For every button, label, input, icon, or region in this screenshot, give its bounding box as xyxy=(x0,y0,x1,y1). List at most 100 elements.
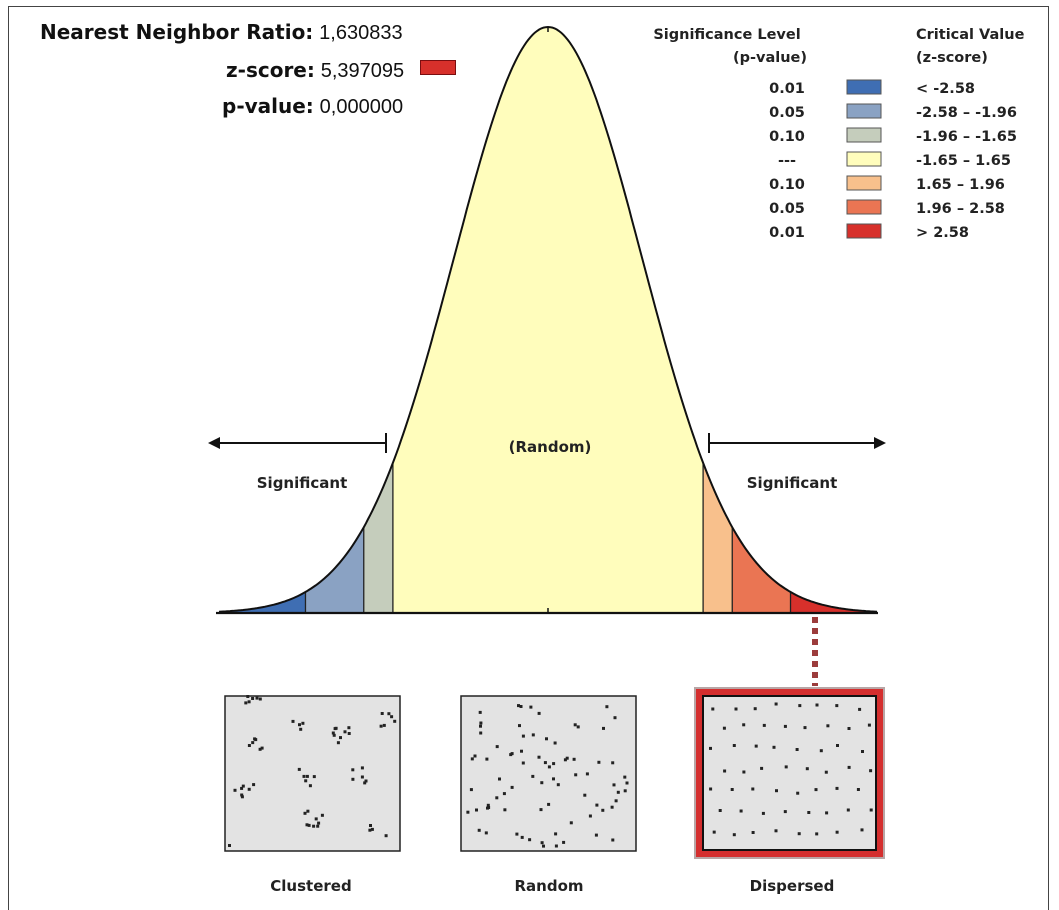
dispersed-point xyxy=(815,832,819,836)
clustered-point xyxy=(251,741,255,745)
curve-region-2 xyxy=(363,462,393,613)
random-point xyxy=(510,785,514,789)
dispersed-point xyxy=(826,724,830,728)
clustered-point xyxy=(332,733,336,737)
legend-z-range-6: > 2.58 xyxy=(916,225,969,241)
clustered-point xyxy=(252,783,256,787)
legend-z-range-3: -1.65 – 1.65 xyxy=(916,153,1011,169)
dispersed-point xyxy=(762,723,766,727)
clustered-point xyxy=(308,784,312,788)
random-point xyxy=(576,725,580,729)
dispersed-point xyxy=(761,811,765,815)
clustered-point xyxy=(258,747,262,751)
clustered-point xyxy=(312,824,316,828)
clustered-point xyxy=(316,824,320,828)
random-point xyxy=(466,810,470,814)
random-point xyxy=(479,724,482,728)
dispersed-point xyxy=(760,766,764,770)
curve-region-0 xyxy=(219,592,306,613)
clustered-point xyxy=(380,712,384,715)
random-point xyxy=(539,808,543,812)
random-point xyxy=(572,757,576,761)
random-point xyxy=(556,783,560,787)
pattern-examples: Clustered Random Dispersed xyxy=(224,687,885,895)
nn-ratio-value: 1,630833 xyxy=(319,22,403,44)
dispersed-point xyxy=(784,765,788,769)
clustered-point xyxy=(387,712,391,716)
p-value-label: p-value: xyxy=(222,94,314,118)
clustered-point xyxy=(314,817,318,821)
random-point xyxy=(478,710,482,714)
random-point xyxy=(519,705,523,708)
random-label: Random xyxy=(514,877,583,895)
random-point xyxy=(520,749,523,753)
random-point xyxy=(531,774,535,778)
clustered-point xyxy=(368,828,372,832)
random-point xyxy=(477,828,481,832)
random-point xyxy=(563,758,567,762)
dispersed-point xyxy=(732,833,736,837)
random-point xyxy=(547,802,551,806)
significance-arrows xyxy=(208,433,886,453)
p-value-row: p-value: 0,000000 xyxy=(222,94,403,119)
random-box xyxy=(460,695,637,852)
random-point xyxy=(595,803,599,807)
legend-p-header-sub: (p-value) xyxy=(733,50,807,66)
clustered-point xyxy=(291,719,295,723)
dispersed-point xyxy=(846,808,850,812)
z-score-value: 5,397095 xyxy=(320,60,405,82)
dispersed-point xyxy=(858,707,862,711)
random-point xyxy=(623,775,627,779)
clustered-point xyxy=(302,774,306,778)
curve-region-6 xyxy=(790,592,877,613)
clustered-point xyxy=(360,775,364,779)
random-point xyxy=(470,757,474,761)
random-point xyxy=(521,761,525,765)
dispersed-point xyxy=(861,750,864,753)
dispersed-point xyxy=(819,749,823,753)
random-point xyxy=(543,761,547,765)
clustered-point xyxy=(240,793,244,797)
bell-curve xyxy=(216,25,878,615)
curve-region-3 xyxy=(392,27,704,613)
random-point xyxy=(517,704,520,708)
random-point xyxy=(542,844,545,848)
dispersed-point xyxy=(797,832,801,836)
dispersed-point xyxy=(835,786,839,790)
random-center-label: (Random) xyxy=(509,438,592,456)
legend-rows: 0.01 < -2.58 0.05 -2.58 – -1.96 0.10 -1.96 – … xyxy=(769,79,1017,241)
random-point xyxy=(583,793,587,797)
random-point xyxy=(613,716,617,720)
dispersed-point xyxy=(869,769,873,773)
legend-p-value-1: 0.05 xyxy=(769,105,805,121)
clustered-point xyxy=(244,701,248,705)
clustered-point xyxy=(251,697,255,700)
dispersed-point xyxy=(783,724,787,728)
clustered-point xyxy=(228,844,231,847)
dispersed-point xyxy=(815,703,819,707)
dispersed-point xyxy=(774,829,778,833)
dispersed-point xyxy=(753,707,757,711)
curve-region-4 xyxy=(703,462,733,613)
legend-p-value-6: 0.01 xyxy=(769,225,805,241)
legend-swatch-0 xyxy=(846,79,882,95)
dispersed-point xyxy=(803,726,807,730)
random-point xyxy=(520,835,524,839)
dispersed-point xyxy=(847,765,851,769)
dispersed-label: Dispersed xyxy=(750,877,835,895)
legend-z-range-4: 1.65 – 1.96 xyxy=(916,177,1005,193)
dispersed-point xyxy=(867,723,871,727)
clustered-point xyxy=(301,721,305,725)
random-point xyxy=(616,790,620,794)
dispersed-point xyxy=(742,770,746,774)
dispersed-point xyxy=(856,788,860,791)
clustered-point xyxy=(382,723,386,727)
clustered-point xyxy=(331,731,335,735)
right-significant-label: Significant xyxy=(747,474,837,492)
dispersed-point xyxy=(847,727,851,730)
legend-p-value-4: 0.10 xyxy=(769,177,805,193)
clustered-point xyxy=(246,695,250,698)
random-point xyxy=(495,796,499,800)
clustered-point xyxy=(339,736,342,740)
